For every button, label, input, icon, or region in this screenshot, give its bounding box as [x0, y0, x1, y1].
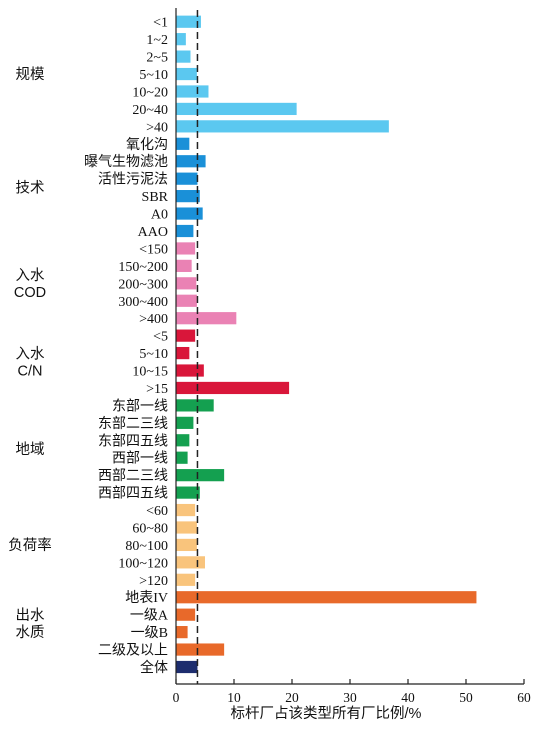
- bar-5-3: [176, 556, 205, 569]
- bar-6-2: [176, 626, 188, 639]
- category-label: <1: [153, 16, 168, 31]
- category-label: 200~300: [118, 277, 168, 292]
- bar-0-2: [176, 50, 191, 63]
- category-label: 1~2: [146, 33, 168, 48]
- x-tick-label: 20: [285, 690, 299, 705]
- x-tick-label: 60: [517, 690, 531, 705]
- bar-4-2: [176, 434, 190, 447]
- bar-3-2: [176, 364, 204, 377]
- category-label: 10~20: [132, 85, 168, 100]
- x-tick-label: 50: [459, 690, 473, 705]
- bar-4-0: [176, 399, 214, 412]
- category-label: 西部一线: [112, 451, 168, 467]
- bar-0-6: [176, 120, 389, 133]
- bars: [176, 15, 477, 674]
- bar-1-3: [176, 190, 200, 203]
- category-label: A0: [151, 208, 168, 223]
- category-label: 300~400: [118, 295, 168, 310]
- bar-3-1: [176, 346, 190, 360]
- bar-6-0: [176, 591, 477, 604]
- category-label: 2~5: [146, 51, 168, 66]
- category-label: 150~200: [118, 260, 168, 275]
- category-label: 5~10: [139, 347, 168, 362]
- x-axis-title: 标杆厂占该类型所有厂比例/%: [231, 705, 422, 722]
- category-label: <60: [146, 504, 168, 519]
- group-label: 地域: [16, 441, 45, 458]
- bar-2-1: [176, 259, 192, 272]
- x-tick-label: 0: [173, 690, 180, 705]
- bar-0-5: [176, 102, 297, 116]
- bar-1-0: [176, 137, 190, 150]
- category-label: 东部二三线: [98, 416, 168, 432]
- group-label: 规模: [16, 66, 45, 83]
- category-label: 60~80: [132, 521, 168, 536]
- category-label: 地表IV: [125, 590, 168, 606]
- category-label: >40: [146, 120, 168, 135]
- bar-0-4: [176, 85, 209, 98]
- category-label: 一级A: [130, 608, 169, 624]
- category-label: 10~15: [132, 365, 168, 380]
- bar-7-0: [176, 660, 198, 674]
- category-label: AAO: [138, 225, 168, 240]
- bar-5-4: [176, 573, 196, 586]
- category-label: 东部一线: [112, 398, 168, 414]
- bar-5-2: [176, 538, 197, 552]
- category-label: 活性污泥法: [98, 172, 168, 188]
- group-label: 入水 COD: [14, 267, 46, 301]
- category-label: >120: [139, 574, 168, 589]
- group-label: 出水水质: [16, 607, 45, 641]
- bar-5-0: [176, 503, 196, 517]
- category-label: 西部四五线: [98, 486, 168, 502]
- bar-2-0: [176, 242, 196, 255]
- group-label: 技术: [16, 179, 45, 196]
- bar-0-0: [176, 15, 201, 28]
- category-label: 5~10: [139, 68, 168, 83]
- category-label: 100~120: [118, 556, 168, 571]
- bar-1-4: [176, 207, 203, 220]
- category-label: >15: [146, 382, 168, 397]
- category-label: 氧化沟: [126, 137, 168, 153]
- group-label: 负荷率: [8, 537, 52, 554]
- x-tick-label: 30: [343, 690, 357, 705]
- x-tick-label: 40: [401, 690, 415, 705]
- bar-2-3: [176, 294, 197, 307]
- category-label: >400: [139, 312, 168, 327]
- category-label: 曝气生物滤池: [84, 154, 168, 170]
- bar-6-1: [176, 608, 196, 621]
- x-tick-label: 10: [227, 690, 241, 705]
- group-label: 入水 C/N: [16, 345, 45, 379]
- category-label: 西部二三线: [98, 468, 168, 484]
- bar-4-3: [176, 451, 188, 464]
- bar-3-3: [176, 381, 290, 395]
- category-label: 二级及以上: [98, 643, 168, 659]
- category-label: <150: [139, 242, 168, 257]
- x-ticks: 0 10 20 30 40 50 60: [173, 679, 531, 705]
- bar-2-4: [176, 312, 237, 325]
- bar-4-5: [176, 486, 200, 499]
- category-label: 一级B: [131, 625, 168, 641]
- bar-5-1: [176, 521, 197, 534]
- bar-0-3: [176, 67, 197, 81]
- category-label: SBR: [142, 190, 169, 205]
- bar-3-0: [176, 329, 196, 342]
- bar-1-5: [176, 224, 194, 238]
- category-label: 东部四五线: [98, 433, 168, 449]
- bar-1-2: [176, 172, 198, 185]
- category-label: 80~100: [125, 539, 168, 554]
- bar-1-1: [176, 155, 206, 168]
- bar-4-4: [176, 469, 225, 482]
- category-label: <5: [153, 330, 168, 345]
- category-label: 20~40: [132, 103, 168, 118]
- bar-4-1: [176, 416, 194, 429]
- category-label: 全体: [140, 659, 168, 676]
- bar-0-1: [176, 33, 186, 46]
- bar-6-3: [176, 643, 225, 656]
- bar-2-2: [176, 277, 197, 290]
